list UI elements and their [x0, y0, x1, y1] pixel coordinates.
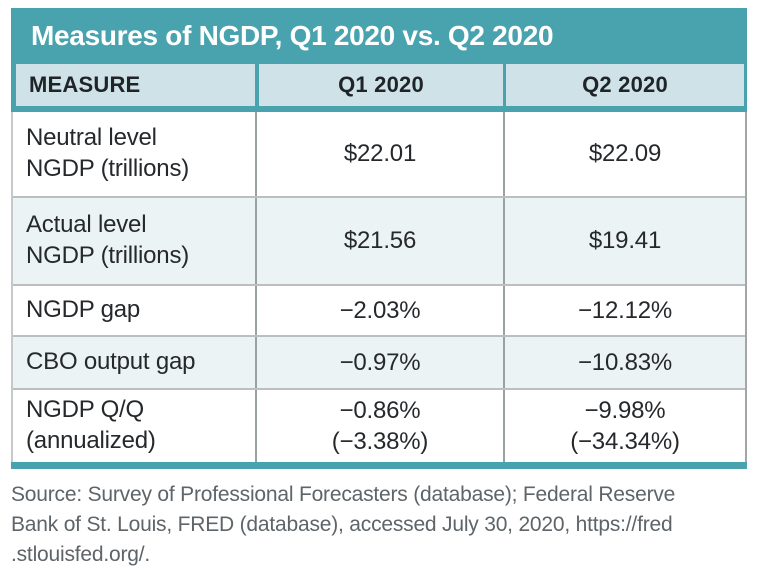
q1-value: −0.86% (−3.38%) — [255, 390, 503, 462]
table-body: Neutral level NGDP (trillions) $22.01 $2… — [11, 112, 747, 462]
q2-value: $19.41 — [503, 198, 745, 284]
table-row-ngdp-qq-annualized: NGDP Q/Q (annualized) −0.86% (−3.38%) −9… — [13, 388, 745, 462]
table-bottom-rule — [11, 462, 747, 469]
q2-value: −12.12% — [503, 286, 745, 335]
header-divider-rule — [11, 106, 747, 112]
q2-value: −9.98% (−34.34%) — [503, 390, 745, 462]
ngdp-measures-table: Measures of NGDP, Q1 2020 vs. Q2 2020 ME… — [11, 8, 747, 570]
table-row-ngdp-gap: NGDP gap −2.03% −12.12% — [13, 284, 745, 335]
table-row-actual-level: Actual level NGDP (trillions) $21.56 $19… — [13, 196, 745, 284]
table-row-cbo-output-gap: CBO output gap −0.97% −10.83% — [13, 335, 745, 388]
column-header-measure: MEASURE — [29, 72, 141, 97]
column-header-q2-2020: Q2 2020 — [503, 64, 744, 106]
q1-value: $22.01 — [255, 112, 503, 196]
q2-value: $22.09 — [503, 112, 745, 196]
row-measure-label: NGDP Q/Q (annualized) — [26, 396, 156, 454]
source-note: Source: Survey of Professional Forecaste… — [11, 483, 676, 567]
table-header-row: MEASURE Q1 2020 Q2 2020 — [11, 64, 747, 106]
q2-value: −10.83% — [503, 337, 745, 388]
row-measure-label: CBO output gap — [26, 348, 196, 376]
table-title-bar: Measures of NGDP, Q1 2020 vs. Q2 2020 — [11, 8, 747, 64]
row-measure-label: Neutral level NGDP (trillions) — [26, 124, 190, 182]
table-title: Measures of NGDP, Q1 2020 vs. Q2 2020 — [31, 20, 554, 51]
q1-value: −2.03% — [255, 286, 503, 335]
q1-value: $21.56 — [255, 198, 503, 284]
row-measure-label: NGDP gap — [26, 296, 141, 324]
q1-value: −0.97% — [255, 337, 503, 388]
column-header-q1-2020: Q1 2020 — [255, 64, 503, 106]
row-measure-label: Actual level NGDP (trillions) — [26, 211, 190, 269]
table-row-neutral-level: Neutral level NGDP (trillions) $22.01 $2… — [13, 112, 745, 196]
